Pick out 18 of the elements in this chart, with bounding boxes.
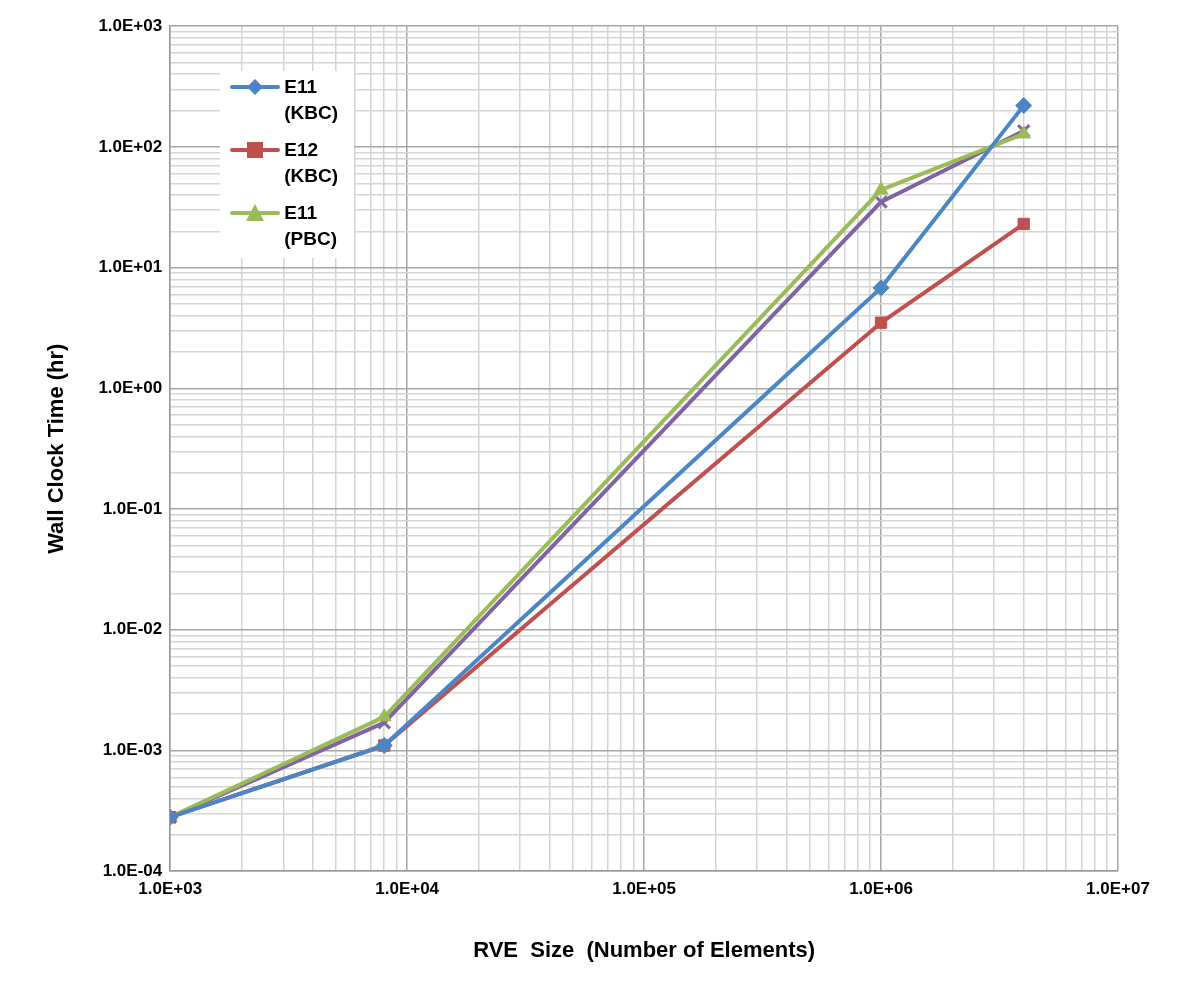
y-tick-label: 1.0E-02	[102, 619, 163, 639]
y-tick-label: 1.0E+01	[98, 257, 163, 277]
y-axis-title: Wall Clock Time (hr)	[43, 343, 69, 554]
y-tick-label: 1.0E-01	[102, 498, 163, 518]
y-tick-label: 1.0E+03	[98, 15, 163, 35]
x-tick-label: 1.0E+03	[138, 879, 203, 899]
y-tick-label: 1.0E+00	[98, 378, 163, 398]
legend-label: E11 (KBC)	[284, 75, 340, 126]
x-tick-label: 1.0E+07	[1086, 879, 1150, 899]
y-tick-label: 1.0E+02	[98, 136, 163, 156]
y-tick-label: 1.0E-04	[102, 860, 163, 880]
x-tick-label: 1.0E+04	[375, 879, 440, 899]
legend-label: E11 (PBC)	[284, 201, 338, 252]
x-tick-label: 1.0E+05	[612, 879, 677, 899]
x-axis-title: RVE Size (Number of Elements)	[473, 936, 816, 962]
legend-label: E12 (KBC)	[284, 138, 340, 189]
x-tick-label: 1.0E+06	[849, 879, 913, 899]
y-tick-label: 1.0E-03	[102, 740, 163, 760]
